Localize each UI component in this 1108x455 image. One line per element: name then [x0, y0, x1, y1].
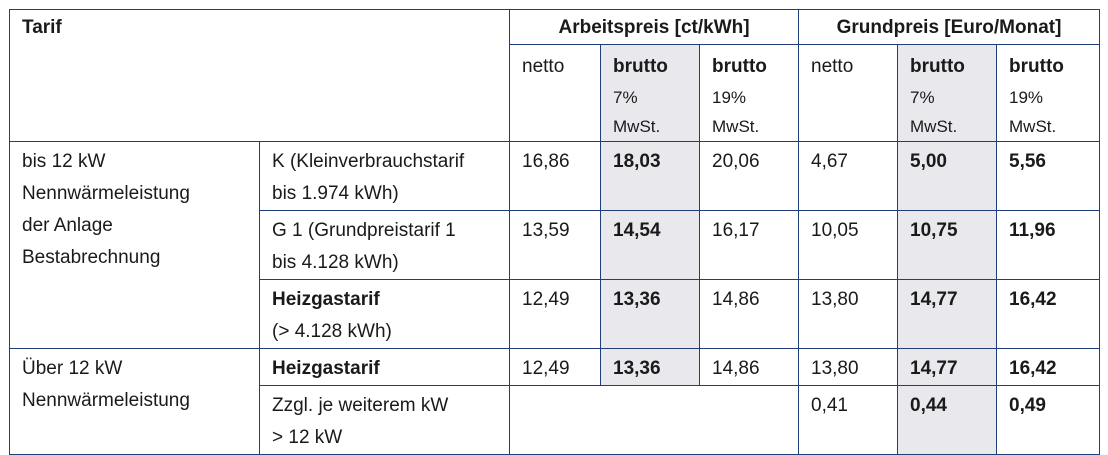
- tarif-cell: Heizgastarif (> 4.128 kWh): [258, 279, 511, 349]
- gp-brutto7-cell: 5,00: [897, 141, 998, 211]
- gp-brutto19-cell: 0,49: [996, 385, 1101, 455]
- subheader-gp-netto: netto: [798, 44, 899, 142]
- gp-brutto7-cell: 14,77: [897, 279, 998, 349]
- gp-brutto7-cell: 10,75: [897, 210, 998, 280]
- table-row: Heizgastarif (> 4.128 kWh) 12,49 13,36 1…: [10, 279, 1101, 349]
- header-arbeitspreis: Arbeitspreis [ct/kWh]: [509, 9, 800, 45]
- subheader-ap-brutto7: brutto 7% MwSt.: [600, 44, 701, 142]
- ap-brutto19-cell: 14,86: [699, 279, 800, 349]
- gp-netto-cell: 13,80: [798, 348, 899, 386]
- gp-brutto7-cell: 0,44: [897, 385, 998, 455]
- ap-brutto19-cell: 14,86: [699, 348, 800, 386]
- ap-brutto19-cell: 20,06: [699, 141, 800, 211]
- table-row: Über 12 kW Nennwärmeleistung Heizgastari…: [9, 348, 1101, 455]
- gp-brutto19-cell: 16,42: [996, 279, 1101, 349]
- ap-netto-cell: 13,59: [509, 210, 602, 280]
- ap-brutto7-cell: 14,54: [600, 210, 701, 280]
- ap-brutto19-cell: 16,17: [699, 210, 800, 280]
- tariff-price-table: Tarif Arbeitspreis [ct/kWh] Grundpreis […: [8, 9, 1101, 455]
- ap-netto-cell: 12,49: [509, 348, 602, 386]
- header-row: Tarif Arbeitspreis [ct/kWh] Grundpreis […: [8, 9, 1101, 142]
- subheader-ap-brutto19: brutto 19% MwSt.: [699, 44, 800, 142]
- gp-brutto19-cell: 16,42: [996, 348, 1101, 386]
- price-table-container: Tarif Arbeitspreis [ct/kWh] Grundpreis […: [8, 9, 1101, 455]
- header-grundpreis: Grundpreis [Euro/Monat]: [798, 9, 1101, 45]
- subheader-gp-brutto19: brutto 19% MwSt.: [996, 44, 1101, 142]
- gp-brutto19-cell: 11,96: [996, 210, 1101, 280]
- group-cell-ueber-12kw: Über 12 kW Nennwärmeleistung: [9, 348, 260, 455]
- gp-netto-cell: 10,05: [798, 210, 899, 280]
- subheader-ap-netto: netto: [509, 44, 602, 142]
- ap-brutto7-cell: 13,36: [600, 348, 701, 386]
- gp-netto-cell: 4,67: [798, 141, 899, 211]
- tarif-cell: G 1 (Grundpreistarif 1 bis 4.128 kWh): [258, 210, 511, 280]
- tarif-cell: Zzgl. je weiterem kW > 12 kW: [258, 385, 511, 455]
- subheader-row: netto brutto 7% MwSt. brutto 19% MwSt. n…: [10, 44, 1101, 142]
- tarif-cell: K (Kleinverbrauchstarif bis 1.974 kWh): [258, 141, 511, 211]
- gp-netto-cell: 13,80: [798, 279, 899, 349]
- ap-netto-cell: 16,86: [509, 141, 602, 211]
- gp-brutto7-cell: 14,77: [897, 348, 998, 386]
- subheader-gp-brutto7: brutto 7% MwSt.: [897, 44, 998, 142]
- ap-netto-cell: 12,49: [509, 279, 602, 349]
- ap-brutto7-cell: 18,03: [600, 141, 701, 211]
- gp-brutto19-cell: 5,56: [996, 141, 1101, 211]
- gp-netto-cell: 0,41: [798, 385, 899, 455]
- ap-empty-cell: [509, 385, 800, 455]
- tarif-cell: Heizgastarif: [258, 348, 511, 386]
- table-row: bis 12 kW Nennwärmeleistung der Anlage B…: [9, 141, 1101, 349]
- header-tarif: Tarif: [8, 9, 511, 142]
- ap-brutto7-cell: 13,36: [600, 279, 701, 349]
- table-row: G 1 (Grundpreistarif 1 bis 4.128 kWh) 13…: [10, 210, 1101, 280]
- group-cell-bis-12kw: bis 12 kW Nennwärmeleistung der Anlage B…: [9, 141, 260, 349]
